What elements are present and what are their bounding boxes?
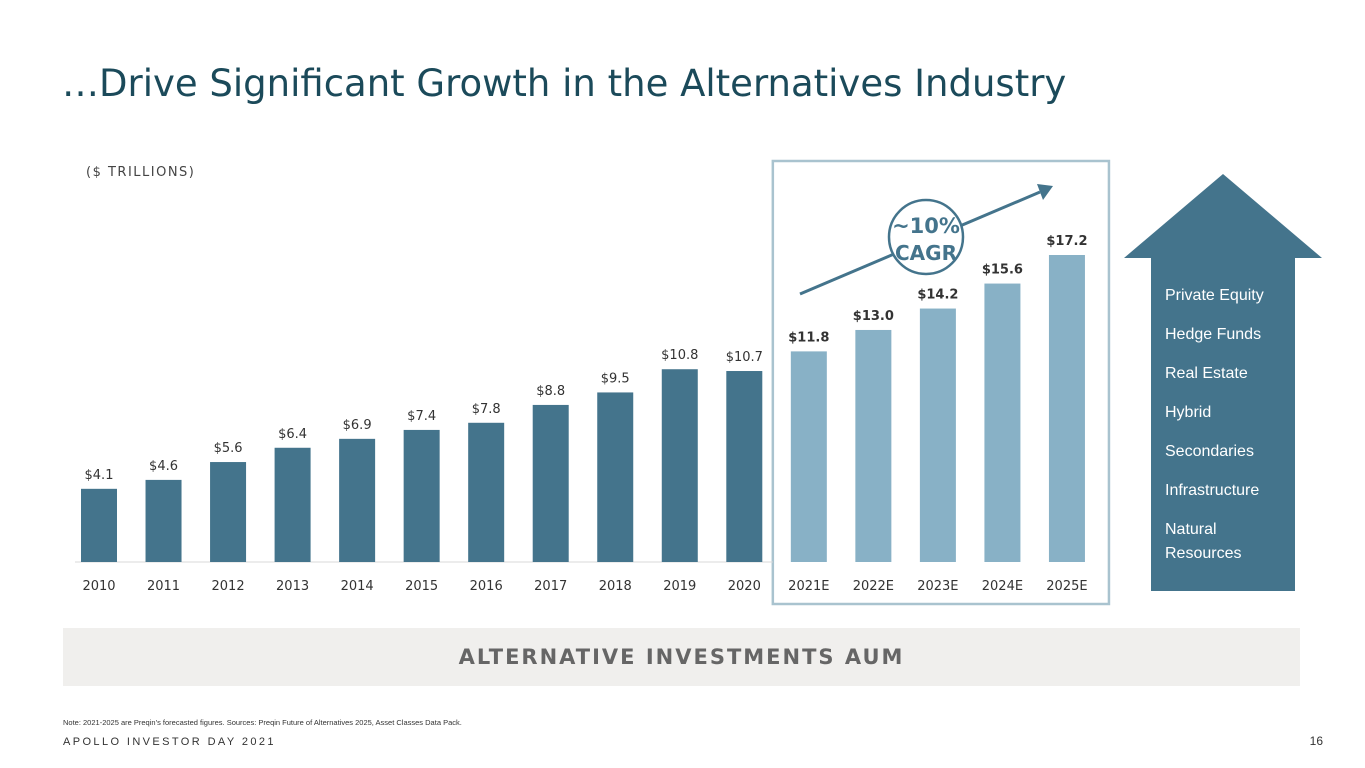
cagr-badge xyxy=(887,198,965,276)
data-label-2017: $8.8 xyxy=(536,384,565,399)
bar-2022E xyxy=(855,329,892,562)
asset-class-item: Infrastructure xyxy=(1165,482,1260,499)
asset-class-item: Real Estate xyxy=(1165,365,1248,382)
tick-label-2014: 2014 xyxy=(341,579,374,594)
data-label-2014: $6.9 xyxy=(343,418,372,433)
asset-class-item: Natural Resources xyxy=(1165,521,1242,562)
bar-2021E xyxy=(790,351,827,562)
data-label-2013: $6.4 xyxy=(278,427,307,442)
bar-2010 xyxy=(81,488,117,562)
asset-class-item: Secondaries xyxy=(1165,443,1254,460)
forecast-highlight-box xyxy=(771,159,1111,606)
bar-2019 xyxy=(661,369,698,562)
asset-class-arrow: Private Equity Hedge Funds Real Estate Hybr… xyxy=(1124,174,1322,591)
tick-label-2020: 2020 xyxy=(728,579,761,594)
data-label-2025E: $17.2 xyxy=(1046,234,1087,249)
data-label-2010: $4.1 xyxy=(85,468,114,483)
footer-brand: APOLLO INVESTOR DAY 2021 xyxy=(63,736,276,748)
data-label-2020: $10.7 xyxy=(726,350,763,365)
tick-label-2013: 2013 xyxy=(276,579,309,594)
tick-label-2017: 2017 xyxy=(534,579,567,594)
bar-2016 xyxy=(468,422,505,562)
data-label-2011: $4.6 xyxy=(149,459,178,474)
aum-bar-chart: $4.1 2010 $4.6 2011 $5.6 2012 $6.4 2013 $6.9 2014… xyxy=(75,159,1111,606)
asset-class-list: Private Equity Hedge Funds Real Estate Hybr… xyxy=(1165,284,1295,581)
data-label-2021E: $11.8 xyxy=(788,330,829,345)
data-label-2019: $10.8 xyxy=(661,348,698,363)
bar-2023E xyxy=(919,308,956,562)
bar-2011 xyxy=(145,479,182,562)
tick-label-2024E: 2024E xyxy=(982,579,1023,594)
tick-label-2019: 2019 xyxy=(663,579,696,594)
bar-2013 xyxy=(274,447,311,562)
data-label-2015: $7.4 xyxy=(407,409,436,424)
bar-2024E xyxy=(984,283,1021,562)
aum-banner: ALTERNATIVE INVESTMENTS AUM xyxy=(63,628,1300,686)
bar-2015 xyxy=(403,429,440,562)
tick-label-2016: 2016 xyxy=(470,579,503,594)
tick-label-2010: 2010 xyxy=(82,579,115,594)
page-title: …Drive Significant Growth in the Alterna… xyxy=(62,62,1067,105)
tick-label-2011: 2011 xyxy=(147,579,180,594)
data-label-2018: $9.5 xyxy=(601,371,630,386)
aum-banner-text: ALTERNATIVE INVESTMENTS AUM xyxy=(458,645,905,669)
cagr-label: CAGR xyxy=(895,241,957,265)
data-label-2016: $7.8 xyxy=(472,402,501,417)
data-label-2012: $5.6 xyxy=(214,441,243,456)
bar-2025E xyxy=(1048,255,1085,562)
page-number: 16 xyxy=(1309,734,1323,748)
data-label-2022E: $13.0 xyxy=(853,309,894,324)
cagr-arrowhead-icon xyxy=(1037,184,1053,200)
tick-label-2021E: 2021E xyxy=(788,579,829,594)
tick-label-2022E: 2022E xyxy=(853,579,894,594)
tick-label-2018: 2018 xyxy=(599,579,632,594)
asset-class-item: Hedge Funds xyxy=(1165,326,1262,343)
bar-2014 xyxy=(339,438,376,562)
chart-unit-label: ($ TRILLIONS) xyxy=(86,165,196,180)
up-arrow-icon xyxy=(1124,174,1322,591)
bar-2012 xyxy=(210,462,247,562)
tick-label-2012: 2012 xyxy=(212,579,245,594)
tick-label-2025E: 2025E xyxy=(1046,579,1087,594)
tick-label-2015: 2015 xyxy=(405,579,438,594)
tick-label-2023E: 2023E xyxy=(917,579,958,594)
data-label-2023E: $14.2 xyxy=(917,288,958,303)
bar-2020 xyxy=(726,371,763,562)
source-note: Note: 2021-2025 are Preqin’s forecasted … xyxy=(63,718,462,727)
data-label-2024E: $15.6 xyxy=(982,263,1023,278)
bar-2017 xyxy=(532,404,569,562)
asset-class-item: Private Equity xyxy=(1165,287,1264,304)
asset-class-item: Hybrid xyxy=(1165,404,1212,421)
cagr-rate: ~10% xyxy=(892,214,960,238)
bar-2018 xyxy=(597,392,634,562)
